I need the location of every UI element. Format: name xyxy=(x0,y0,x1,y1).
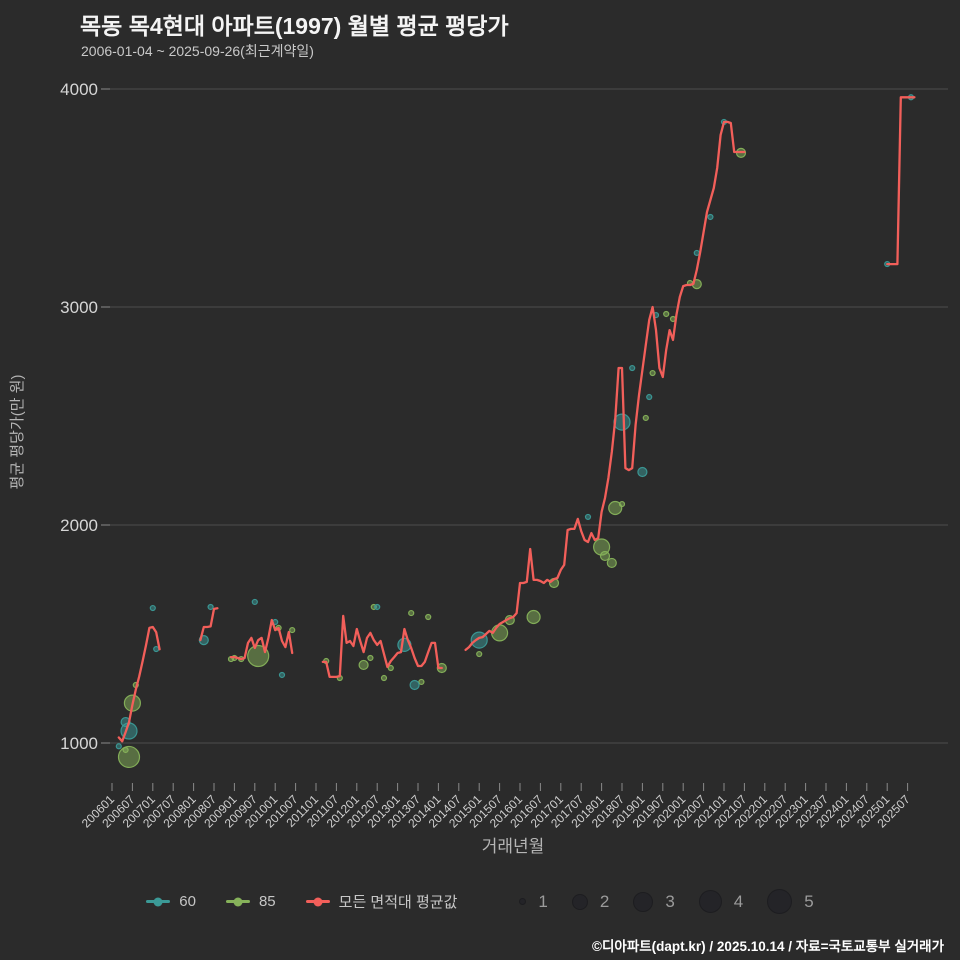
bubble-60 xyxy=(409,679,420,691)
bubble-85 xyxy=(247,644,270,668)
size-legend-label: 3 xyxy=(665,891,675,911)
y-tick-label: 4000 xyxy=(60,80,98,99)
size-legend-label: 2 xyxy=(599,891,610,911)
date-range-subtitle: 2006-01-04 ~ 2025-09-26(최근계약일) xyxy=(81,43,314,59)
bubble-85 xyxy=(289,626,296,634)
size-legend-dot xyxy=(571,893,588,910)
x-axis-label: 거래년월 xyxy=(482,837,545,856)
y-tick-label: 2000 xyxy=(60,516,98,535)
bubble-85 xyxy=(608,500,623,516)
size-legend-dot xyxy=(633,891,654,912)
bubble-85 xyxy=(599,550,611,562)
legend-marker-60 xyxy=(146,897,171,906)
avg-price-line xyxy=(117,625,161,743)
size-legend-label: 4 xyxy=(733,891,744,911)
legend-label: 60 xyxy=(179,893,196,910)
bubble-85 xyxy=(380,674,388,682)
bubble-85 xyxy=(618,500,626,508)
legend-item-85[interactable]: 85 xyxy=(225,893,276,910)
bubble-60 xyxy=(278,671,286,679)
bubble-85 xyxy=(642,414,649,422)
bubble-85 xyxy=(606,557,617,569)
bubble-85 xyxy=(358,659,369,671)
bubble-85 xyxy=(649,369,656,377)
size-legend-dot xyxy=(767,889,793,914)
legend-marker-dot xyxy=(313,897,323,906)
avg-price-line xyxy=(199,607,219,642)
bubble-85 xyxy=(476,650,483,658)
legend-marker-85 xyxy=(225,897,250,906)
size-legend-item-2: 2 xyxy=(571,891,610,912)
size-legend-item-4: 4 xyxy=(698,890,744,913)
bubble-60 xyxy=(251,598,258,606)
bubble-60 xyxy=(584,513,592,521)
legend-marker-dot xyxy=(153,897,163,906)
bubble-60 xyxy=(207,603,214,611)
page-title: 목동 목4현대 아파트(1997) 월별 평균 평당가 xyxy=(80,13,509,39)
size-legend-item-1: 1 xyxy=(519,891,548,912)
chart-legend: 60 85 모든 면적대 평균값 1 2 3 4 5 xyxy=(0,889,960,914)
legend-marker-avg xyxy=(305,897,330,906)
size-legend-dot xyxy=(519,898,527,905)
avg-price-line xyxy=(321,614,443,679)
size-legend-label: 1 xyxy=(538,891,548,911)
bubble-60 xyxy=(149,604,156,612)
bubble-60 xyxy=(374,603,381,611)
size-legend-label: 5 xyxy=(804,891,814,911)
legend-marker-dot xyxy=(233,897,243,906)
y-tick-label: 1000 xyxy=(60,734,98,753)
legend-item-avg[interactable]: 모든 면적대 평균값 xyxy=(305,891,458,912)
bubble-85 xyxy=(526,609,541,625)
bubble-85 xyxy=(663,310,670,318)
size-legend-item-3: 3 xyxy=(633,891,675,912)
bubble-60 xyxy=(153,645,160,653)
legend-item-60[interactable]: 60 xyxy=(146,893,196,910)
y-tick-label: 3000 xyxy=(60,298,98,317)
source-attribution: ©디아파트(dapt.kr) / 2025.10.14 / 자료=국토교통부 실… xyxy=(592,939,944,954)
series-legend: 60 85 모든 면적대 평균값 xyxy=(146,891,457,912)
bubble-85 xyxy=(418,678,425,686)
bubble-85 xyxy=(425,613,432,621)
bubble-60 xyxy=(629,364,636,372)
bubble-85 xyxy=(367,654,374,662)
bubble-60 xyxy=(115,743,122,750)
legend-label: 85 xyxy=(258,893,276,910)
avg-price-line xyxy=(229,618,294,661)
avg-price-line xyxy=(886,96,916,266)
avg-price-line xyxy=(464,120,746,652)
bubble-85 xyxy=(117,745,141,769)
bubble-60 xyxy=(646,393,653,401)
size-legend-dot xyxy=(698,890,722,913)
bubble-85 xyxy=(408,609,415,617)
bubble-60 xyxy=(637,466,648,478)
bubble-60 xyxy=(707,213,714,221)
bubble-size-legend: 1 2 3 4 5 xyxy=(519,889,814,914)
legend-label: 모든 면적대 평균값 xyxy=(338,894,458,911)
size-legend-item-5: 5 xyxy=(767,889,814,914)
y-axis-label: 평균 평당가(만 원) xyxy=(9,375,26,490)
bubble-85 xyxy=(387,664,394,672)
